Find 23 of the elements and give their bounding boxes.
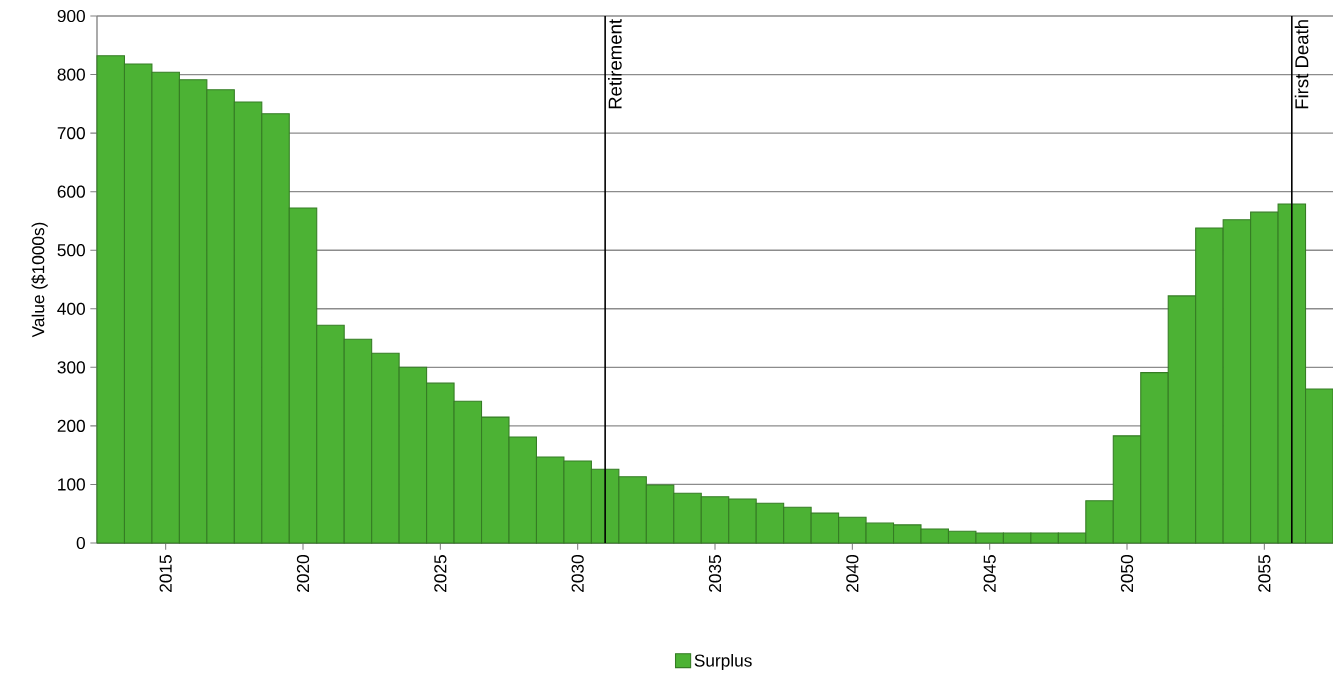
x-tick-label: 2055 (1258, 555, 1271, 592)
y-axis-title: Value ($1000s) (31, 222, 48, 338)
y-tick-label: 100 (58, 478, 85, 491)
x-tick-label: 2040 (846, 555, 859, 592)
y-tick-label: 600 (57, 185, 85, 198)
x-tick-label: 2015 (159, 555, 172, 592)
y-tick-label: 400 (57, 302, 85, 315)
x-tick-label: 2035 (708, 555, 722, 592)
x-tick-label: 2025 (434, 555, 447, 592)
y-tick-label: 800 (57, 68, 85, 81)
y-tick-label: 0 (76, 536, 85, 550)
y-tick-label: 200 (57, 419, 85, 432)
x-tick-label: 2030 (571, 555, 584, 592)
y-tick-label: 700 (57, 126, 85, 140)
ref-line-label: Retirement (608, 19, 622, 109)
x-tick-label: 2050 (1120, 555, 1134, 592)
ref-line-label: First Death (1294, 20, 1309, 109)
y-tick-label: 900 (57, 9, 85, 23)
y-tick-label: 300 (57, 361, 85, 374)
legend-label: Surplus (694, 653, 752, 671)
y-tick-label: 500 (57, 244, 85, 257)
x-tick-label: 2045 (983, 555, 996, 592)
x-tick-label: 2020 (296, 555, 310, 592)
